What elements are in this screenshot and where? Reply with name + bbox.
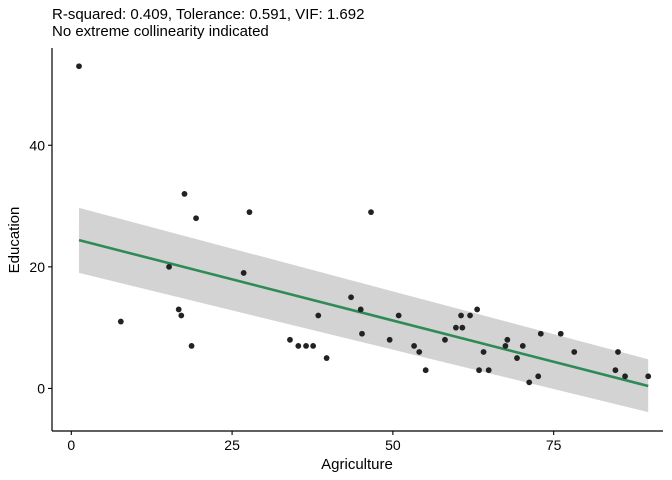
data-point: [240, 270, 247, 276]
data-point: [303, 342, 309, 349]
data-point: [359, 330, 365, 337]
data-point: [467, 312, 473, 319]
data-point: [315, 312, 322, 319]
data-point: [368, 209, 374, 216]
data-point: [193, 215, 199, 222]
data-point: [310, 342, 317, 349]
data-point: [535, 373, 542, 380]
data-point: [537, 330, 544, 337]
data-point: [395, 312, 402, 319]
data-point: [357, 306, 364, 313]
data-point: [323, 355, 330, 361]
data-point: [615, 349, 621, 355]
data-point: [557, 330, 564, 337]
x-tick-label: 25: [224, 437, 240, 453]
x-tick-label: 75: [546, 437, 562, 453]
data-point: [181, 191, 188, 197]
chart-title-line-1: R-squared: 0.409, Tolerance: 0.591, VIF:…: [52, 6, 365, 23]
data-point: [411, 342, 417, 349]
data-point: [416, 349, 423, 355]
x-tick-label: 50: [385, 437, 401, 453]
data-point: [502, 342, 509, 349]
regression-line: [78, 238, 649, 388]
data-point: [526, 379, 533, 386]
data-point: [474, 306, 481, 313]
data-point: [166, 263, 172, 270]
y-axis-label: Education: [6, 207, 23, 274]
data-point: [504, 336, 511, 343]
data-point: [178, 312, 185, 319]
data-point: [348, 294, 354, 301]
x-tick-label: 0: [67, 437, 75, 453]
chart-title-line-2: No extreme collinearity indicated: [52, 23, 269, 40]
data-point: [480, 349, 487, 355]
data-point: [453, 324, 459, 331]
data-point: [458, 312, 464, 319]
data-point: [246, 209, 253, 216]
data-point: [295, 342, 302, 349]
x-axis-label: Agriculture: [321, 456, 393, 473]
data-point: [519, 342, 526, 349]
confidence-band: [79, 207, 649, 413]
data-point: [612, 367, 619, 374]
data-point: [514, 355, 520, 361]
data-point: [188, 342, 195, 349]
data-point: [485, 367, 492, 374]
data-point: [76, 63, 82, 70]
data-point: [287, 336, 293, 343]
y-tick-label: 20: [29, 259, 45, 275]
data-point: [175, 306, 182, 313]
data-point: [442, 336, 448, 343]
y-tick-label: 40: [29, 137, 45, 153]
data-point: [422, 367, 429, 374]
data-point: [386, 336, 393, 343]
data-point: [571, 349, 578, 355]
data-point: [476, 367, 482, 374]
data-point: [645, 373, 652, 380]
data-point: [622, 373, 628, 380]
data-point: [117, 318, 124, 325]
data-point: [459, 324, 466, 331]
y-tick-label: 0: [37, 380, 45, 396]
